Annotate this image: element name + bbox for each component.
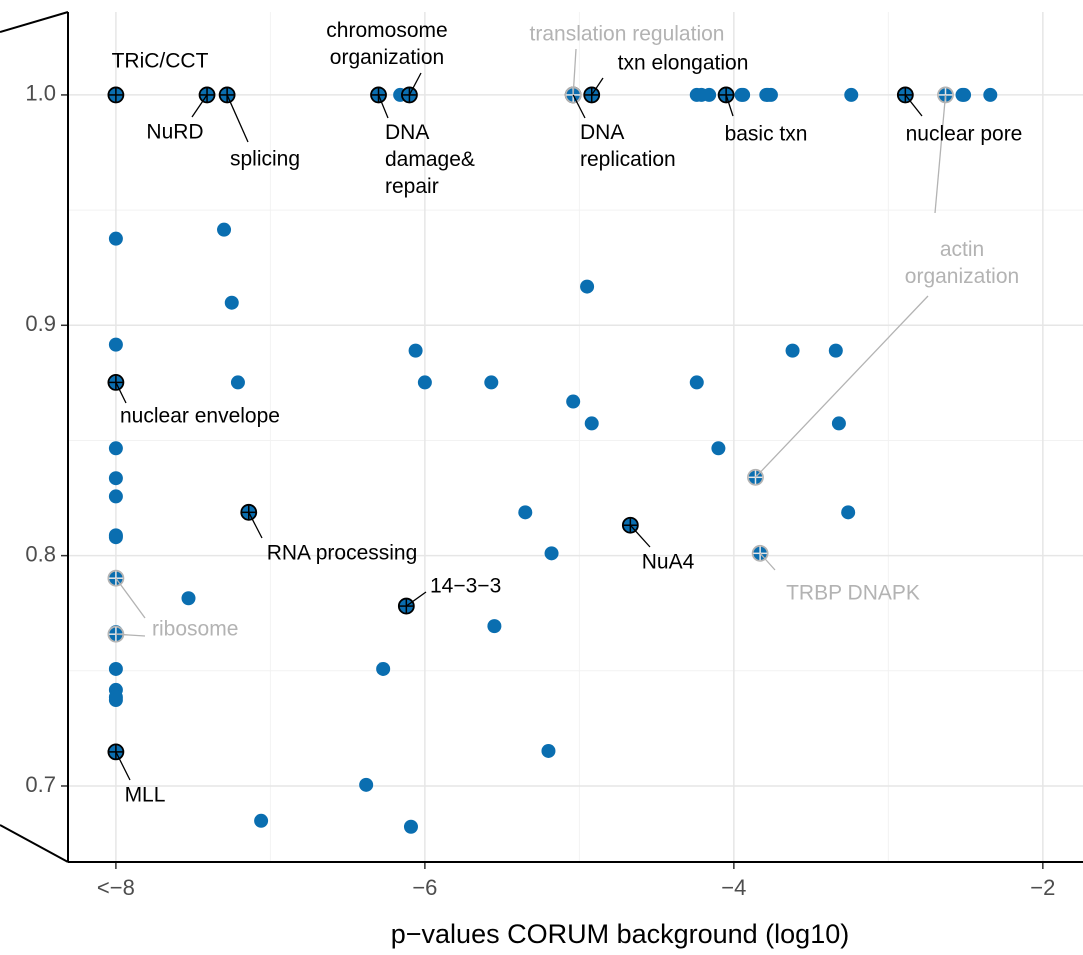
point <box>566 394 581 409</box>
point <box>689 375 704 390</box>
leader-line <box>572 94 586 119</box>
leader-line <box>377 94 389 119</box>
x-tick-label: −6 <box>412 875 437 900</box>
point <box>711 441 726 456</box>
point <box>108 441 123 456</box>
leader-line <box>572 48 577 95</box>
point <box>181 591 196 606</box>
highlight-point <box>107 86 125 104</box>
leader-line <box>408 72 422 96</box>
point <box>108 530 123 545</box>
point <box>417 375 432 390</box>
point <box>108 489 123 504</box>
point <box>844 87 859 102</box>
y-tick-label: 0.7 <box>25 772 56 797</box>
point-label: chromosome organization <box>326 19 447 69</box>
point <box>403 819 418 834</box>
leader-line <box>904 94 923 117</box>
leader-line <box>405 591 427 607</box>
point <box>785 343 800 358</box>
point <box>108 693 123 708</box>
point <box>108 471 123 486</box>
point-label: ribosome <box>152 618 238 641</box>
point-label: RNA processing <box>267 542 418 565</box>
point-label: actin organization <box>905 238 1019 288</box>
leader-line <box>755 295 929 478</box>
point <box>230 375 245 390</box>
point <box>541 743 556 758</box>
point <box>224 295 239 310</box>
y-tick-label: 1.0 <box>25 81 56 106</box>
y-tick-label: 0.8 <box>25 541 56 566</box>
leader-line <box>226 94 249 143</box>
point <box>544 546 559 561</box>
leader-line <box>115 751 131 781</box>
point-label: TRiC/CCT <box>112 50 209 73</box>
point <box>408 343 423 358</box>
leader-line <box>934 94 947 214</box>
leader-line <box>115 633 146 637</box>
point <box>376 661 391 676</box>
point-label: txn elongation <box>618 52 749 75</box>
zoom-edge <box>0 11 69 33</box>
leader-line <box>629 524 651 548</box>
labels: TRiC/CCT NuRD splicing DNA damage& repair chro… <box>112 19 1023 807</box>
point <box>841 505 856 520</box>
point-label: nuclear pore <box>906 123 1023 146</box>
point-label: nuclear envelope <box>120 405 280 428</box>
point-label: DNA damage& repair <box>385 121 475 198</box>
point <box>584 416 599 431</box>
leader-line <box>591 77 604 96</box>
point-label: splicing <box>230 148 300 171</box>
leader-line <box>248 512 263 539</box>
x-tick-label: −2 <box>1030 875 1055 900</box>
point <box>487 619 502 634</box>
point <box>359 777 374 792</box>
point <box>108 337 123 352</box>
point-label: NuA4 <box>642 551 695 574</box>
x-tick-label: −4 <box>721 875 746 900</box>
leader-line <box>759 552 776 571</box>
marks <box>107 86 998 834</box>
point <box>831 416 846 431</box>
leader-line <box>725 94 734 117</box>
point <box>484 375 499 390</box>
point <box>108 231 123 246</box>
point <box>957 87 972 102</box>
point <box>736 87 751 102</box>
point <box>580 279 595 294</box>
x-tick-label: <−8 <box>97 875 135 900</box>
point <box>217 222 232 237</box>
point-label: TRBP DNAPK <box>786 582 920 605</box>
point-label: basic txn <box>725 123 808 146</box>
point <box>518 505 533 520</box>
point-label: NuRD <box>146 121 203 144</box>
point <box>983 87 998 102</box>
point-label: DNA replication <box>580 121 676 171</box>
point-label: MLL <box>125 784 166 807</box>
grid <box>61 12 1083 869</box>
y-tick-label: 0.9 <box>25 311 56 336</box>
leader-line <box>191 94 208 118</box>
point <box>254 813 269 828</box>
point-label: 14−3−3 <box>430 575 501 598</box>
point <box>763 87 778 102</box>
point-label: translation regulation <box>530 23 725 46</box>
leader-line <box>115 382 127 404</box>
point <box>108 661 123 676</box>
point <box>702 87 717 102</box>
zoom-edge <box>0 824 69 863</box>
x-axis-title: p−values CORUM background (log10) <box>391 919 849 949</box>
leader-line <box>115 577 146 619</box>
point <box>828 343 843 358</box>
